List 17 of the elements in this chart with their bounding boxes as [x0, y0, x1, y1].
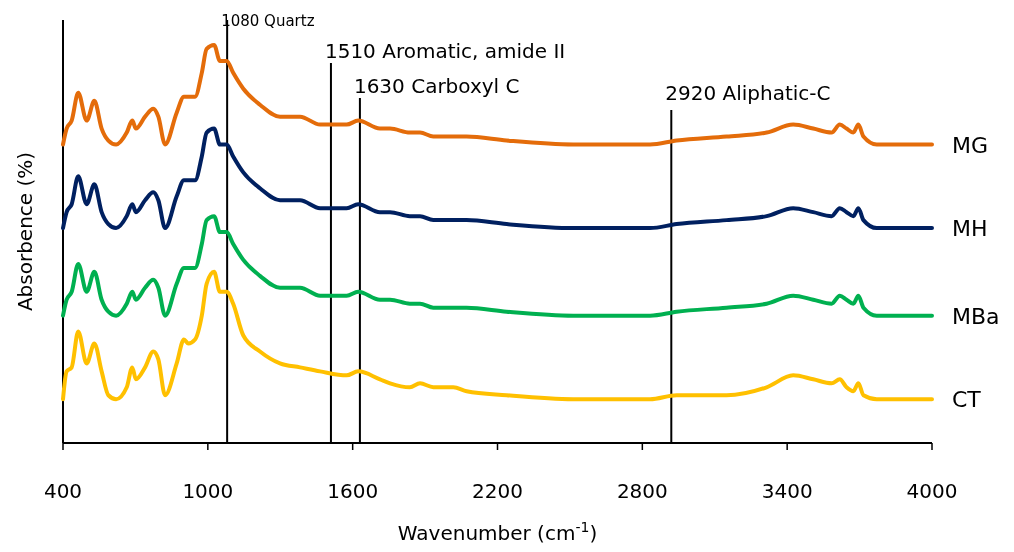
ref-line-label: 1080 Quartz [221, 12, 315, 30]
ref-line-label: 2920 Aliphatic-C [665, 81, 831, 105]
x-tick-label: 3400 [761, 479, 813, 503]
x-tick-label: 400 [43, 479, 83, 503]
x-tick-label: 2200 [472, 479, 523, 503]
x-tick-label: 1000 [182, 479, 234, 503]
series-label: MG [952, 132, 989, 158]
x-tick-label: 4000 [906, 479, 958, 503]
series-label: MH [952, 216, 988, 242]
x-axis-title: Wavenumber (cm$^{-1}$) [397, 519, 598, 545]
series-label: MBa [952, 303, 1000, 329]
y-axis-title: Absorbence (%) [13, 151, 37, 312]
ref-line-label: 1630 Carboxyl C [353, 74, 520, 98]
ref-line-label: 1510 Aromatic, amide II [324, 39, 566, 63]
x-tick-label: 1600 [327, 479, 379, 503]
x-tick-label: 2800 [616, 479, 668, 503]
series-label: CT [952, 387, 982, 413]
